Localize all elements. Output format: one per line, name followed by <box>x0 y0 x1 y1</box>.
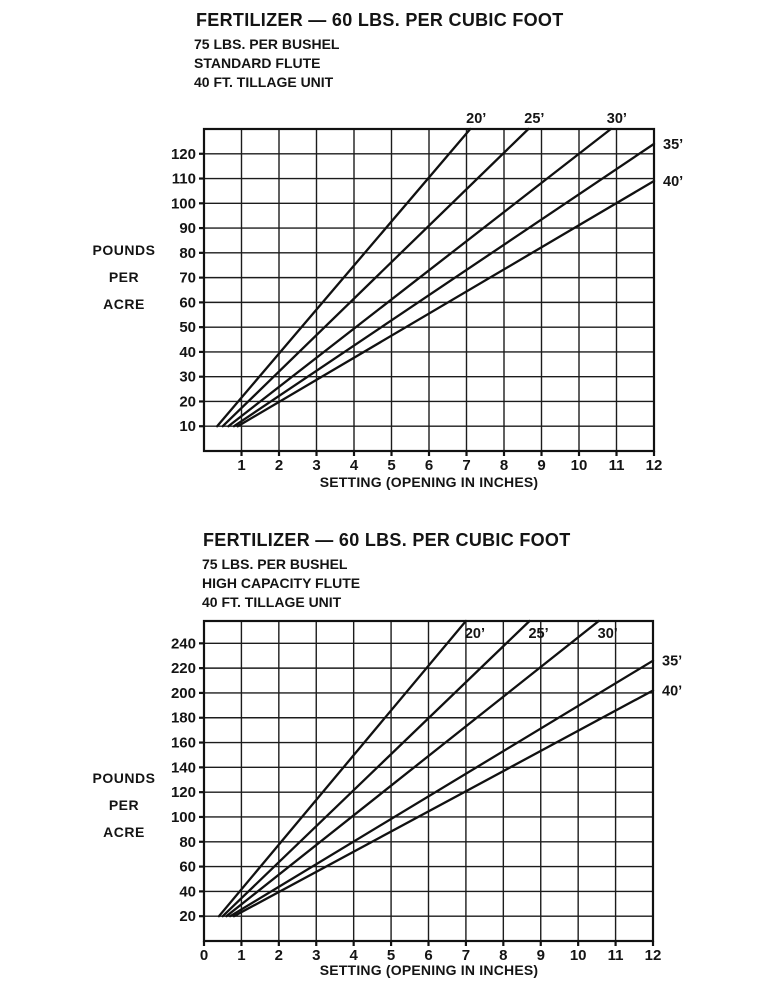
y-tick-label: 160 <box>171 735 196 752</box>
y-tick-label: 60 <box>179 294 196 311</box>
x-tick-label: 3 <box>312 457 320 474</box>
data-line-25ft <box>221 127 530 428</box>
x-tick-label: 7 <box>462 947 470 964</box>
x-axis-title: SETTING (OPENING IN INCHES) <box>319 474 539 490</box>
y-tick-label: 20 <box>179 908 196 925</box>
series-label-20ft: 20’ <box>465 626 485 642</box>
x-tick-label: 4 <box>349 947 358 964</box>
data-line-35ft <box>232 142 656 428</box>
data-line-40ft <box>232 689 655 918</box>
x-tick-label: 7 <box>462 457 470 474</box>
y-tick-label: 180 <box>171 710 196 727</box>
y-tick-label: 80 <box>179 245 196 262</box>
y-tick-label: 120 <box>171 146 196 163</box>
y-axis-title-line: PER <box>108 797 140 813</box>
y-tick-label: 40 <box>179 344 196 361</box>
x-tick-label: 9 <box>537 457 545 474</box>
y-tick-label: 200 <box>171 685 196 702</box>
x-tick-label: 0 <box>200 947 208 964</box>
y-tick-label: 30 <box>179 369 196 386</box>
subtitle-line: 75 LBS. PER BUSHEL <box>202 556 348 572</box>
subtitle-line: HIGH CAPACITY FLUTE <box>202 575 361 591</box>
y-tick-label: 100 <box>171 195 196 212</box>
y-tick-label: 110 <box>172 171 196 188</box>
y-tick-label: 140 <box>171 759 196 776</box>
x-tick-label: 11 <box>608 947 624 964</box>
chart-subtitles: 75 LBS. PER BUSHEL STANDARD FLUTE 40 FT.… <box>194 35 339 92</box>
y-axis-title: POUNDS PER ACRE <box>85 237 163 318</box>
subtitle-line: STANDARD FLUTE <box>194 55 321 71</box>
y-tick-label: 100 <box>171 809 196 826</box>
y-axis-title-line: POUNDS <box>92 242 156 258</box>
data-line-20ft <box>217 619 468 918</box>
x-tick-label: 1 <box>237 947 245 964</box>
y-axis-title-line: ACRE <box>103 296 145 312</box>
y-tick-label: 220 <box>171 660 196 677</box>
chart-subtitles: 75 LBS. PER BUSHEL HIGH CAPACITY FLUTE 4… <box>202 555 360 612</box>
chart-title: FERTILIZER — 60 LBS. PER CUBIC FOOT <box>203 530 571 550</box>
y-tick-label: 90 <box>179 220 196 237</box>
y-tick-label: 50 <box>179 319 196 336</box>
x-tick-label: 10 <box>570 947 587 964</box>
y-tick-label: 80 <box>179 834 196 851</box>
data-line-40ft <box>236 179 656 428</box>
y-tick-label: 10 <box>179 418 196 435</box>
series-label-40ft: 40’ <box>662 683 682 699</box>
data-line-35ft <box>229 659 655 918</box>
subtitle-line: 40 FT. TILLAGE UNIT <box>202 594 342 610</box>
x-tick-label: 8 <box>499 947 507 964</box>
x-tick-label: 8 <box>500 457 508 474</box>
series-label-30ft: 30’ <box>607 111 627 127</box>
plot-area-1: 0 1 2 3 4 5 6 7 8 9 10 11 12204060801001201401601802… <box>171 619 682 964</box>
y-tick-label: 120 <box>171 784 196 801</box>
y-axis-title-line: POUNDS <box>92 770 156 786</box>
plot-area-0: 1 2 3 4 5 6 7 8 9 10 11 121020304050607080901001101… <box>171 111 683 474</box>
x-tick-label: 12 <box>645 947 662 964</box>
series-label-20ft: 20’ <box>466 111 486 127</box>
y-axis-title-line: ACRE <box>103 824 145 840</box>
y-tick-label: 70 <box>179 270 196 287</box>
x-tick-label: 5 <box>387 947 395 964</box>
series-label-25ft: 25’ <box>524 111 544 127</box>
x-tick-label: 11 <box>609 457 625 474</box>
x-tick-label: 9 <box>537 947 545 964</box>
x-tick-label: 5 <box>387 457 395 474</box>
series-label-40ft: 40’ <box>663 174 683 190</box>
data-line-30ft <box>225 619 600 918</box>
chart-title: FERTILIZER — 60 LBS. PER CUBIC FOOT <box>196 10 564 30</box>
x-tick-label: 2 <box>275 947 283 964</box>
x-tick-label: 12 <box>646 457 663 474</box>
x-tick-label: 10 <box>571 457 588 474</box>
x-tick-label: 3 <box>312 947 320 964</box>
x-tick-label: 2 <box>275 457 283 474</box>
x-tick-label: 4 <box>350 457 359 474</box>
series-label-35ft: 35’ <box>663 137 683 153</box>
y-tick-label: 20 <box>179 393 196 410</box>
y-tick-label: 40 <box>179 883 196 900</box>
data-line-20ft <box>215 127 472 428</box>
series-label-35ft: 35’ <box>662 654 682 670</box>
series-label-25ft: 25’ <box>528 626 548 642</box>
subtitle-line: 40 FT. TILLAGE UNIT <box>194 74 334 90</box>
y-tick-label: 240 <box>171 635 196 652</box>
x-tick-label: 1 <box>237 457 245 474</box>
x-axis-title: SETTING (OPENING IN INCHES) <box>319 962 539 978</box>
data-line-25ft <box>221 619 531 918</box>
data-line-30ft <box>227 127 613 428</box>
x-tick-label: 6 <box>425 457 433 474</box>
y-tick-label: 60 <box>179 859 196 876</box>
y-axis-title: POUNDS PER ACRE <box>85 765 163 846</box>
subtitle-line: 75 LBS. PER BUSHEL <box>194 36 340 52</box>
x-tick-label: 6 <box>424 947 432 964</box>
y-axis-title-line: PER <box>108 269 140 285</box>
series-label-30ft: 30’ <box>598 626 618 642</box>
